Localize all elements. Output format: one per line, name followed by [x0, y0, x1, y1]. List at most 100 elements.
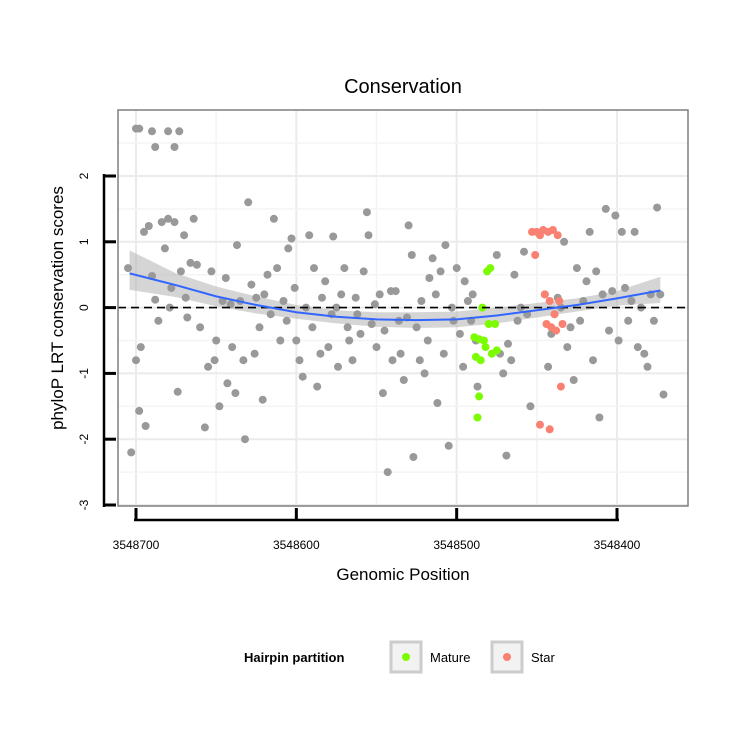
data-point-other — [388, 356, 397, 365]
data-point-other — [263, 270, 272, 279]
data-point-other — [516, 303, 525, 312]
data-point-other — [582, 277, 591, 286]
data-point-other — [370, 300, 379, 309]
data-point-other — [165, 303, 174, 312]
data-point-other — [276, 336, 285, 345]
data-point-other — [164, 214, 173, 223]
data-point-other — [135, 406, 144, 415]
data-point-other — [449, 316, 458, 325]
data-point-mature — [473, 413, 482, 422]
data-point-other — [409, 453, 418, 461]
data-point-other — [569, 376, 578, 384]
data-point-other — [383, 468, 392, 477]
data-point-other — [324, 343, 333, 352]
data-point-other — [140, 227, 148, 236]
data-point-other — [367, 320, 376, 328]
data-point-other — [316, 349, 325, 358]
data-point-other — [439, 349, 448, 358]
data-point-other — [441, 241, 450, 250]
data-point-other — [507, 356, 516, 365]
data-point-other — [255, 323, 264, 332]
data-point-other — [499, 369, 508, 378]
data-point-other — [428, 254, 437, 263]
data-point-other — [173, 387, 182, 396]
data-point-other — [627, 297, 636, 305]
data-point-star — [545, 425, 554, 434]
data-point-other — [351, 293, 360, 302]
data-point-other — [167, 283, 176, 292]
data-point-other — [526, 402, 535, 411]
legend-swatch-mature — [402, 653, 410, 661]
data-point-mature — [481, 343, 490, 352]
data-point-other — [563, 343, 572, 352]
data-point-other — [415, 356, 424, 365]
data-point-other — [611, 211, 620, 220]
data-point-mature — [486, 264, 495, 273]
data-point-other — [380, 326, 389, 335]
data-point-other — [504, 339, 512, 348]
data-point-other — [459, 362, 468, 371]
data-point-other — [576, 316, 585, 325]
data-point-other — [292, 336, 301, 345]
y-tick-label: -2 — [77, 434, 91, 445]
data-point-other — [502, 451, 511, 460]
data-point-other — [221, 274, 230, 282]
data-point-other — [164, 127, 173, 136]
data-point-other — [244, 198, 253, 207]
data-point-other — [241, 435, 249, 444]
y-axis-label: phyloP LRT conservation scores — [48, 186, 67, 430]
data-point-other — [633, 343, 642, 352]
data-point-other — [132, 356, 140, 365]
data-point-other — [334, 362, 342, 371]
y-tick-label: -1 — [77, 368, 91, 379]
data-point-other — [279, 297, 288, 305]
data-point-other — [592, 267, 601, 276]
y-tick-label: 1 — [77, 238, 91, 245]
data-point-star — [552, 326, 561, 335]
data-point-other — [463, 297, 472, 305]
data-point-other — [318, 293, 326, 302]
data-point-other — [617, 227, 626, 236]
data-point-other — [544, 362, 553, 371]
data-point-other — [247, 280, 256, 289]
data-point-other — [210, 356, 219, 365]
data-point-other — [313, 382, 322, 391]
data-point-other — [170, 218, 179, 227]
data-point-other — [520, 247, 528, 256]
data-point-mature — [484, 320, 493, 328]
data-point-other — [175, 127, 184, 136]
data-point-other — [337, 290, 346, 299]
data-point-other — [282, 316, 291, 325]
data-point-other — [399, 376, 408, 384]
data-point-other — [372, 343, 381, 352]
data-point-mature — [475, 335, 484, 344]
data-point-other — [412, 323, 421, 332]
data-point-other — [186, 258, 195, 267]
data-point-star — [540, 290, 549, 299]
legend-label-star: Star — [531, 650, 556, 665]
data-point-other — [157, 218, 166, 227]
legend-label-mature: Mature — [430, 650, 470, 665]
data-point-other — [624, 316, 633, 325]
data-point-other — [436, 267, 445, 276]
data-point-other — [510, 270, 519, 279]
data-point-other — [396, 349, 405, 358]
data-point-other — [287, 234, 296, 243]
x-tick-label: 3548600 — [273, 538, 320, 552]
data-point-other — [345, 336, 354, 345]
grid-lines — [118, 110, 688, 506]
chart-title: Conservation — [344, 76, 462, 98]
data-point-other — [404, 221, 413, 230]
data-point-other — [154, 316, 163, 325]
data-point-other — [181, 293, 190, 302]
data-point-star — [545, 297, 554, 305]
data-point-other — [572, 264, 581, 273]
data-point-other — [391, 287, 400, 296]
data-point-other — [473, 382, 482, 391]
data-point-other — [329, 232, 338, 241]
data-point-other — [305, 231, 314, 240]
data-point-other — [148, 127, 156, 136]
data-point-other — [643, 362, 652, 371]
data-point-other — [608, 287, 617, 296]
